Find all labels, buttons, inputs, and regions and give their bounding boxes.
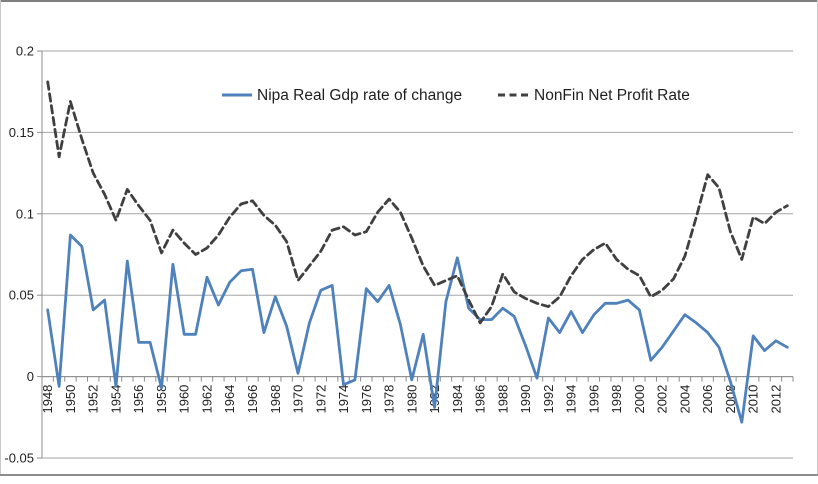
x-tick-label: 1990 [518,385,533,414]
y-axis-labels: 0.2 0.15 0.1 0.05 0 -0.05 [4,44,34,466]
legend-label-gdp: Nipa Real Gdp rate of change [257,87,462,104]
x-tick-label: 1996 [586,385,601,414]
y-tick-label: 0.15 [9,125,34,140]
x-tick-label: 1966 [245,385,260,414]
x-tick-label: 1980 [404,385,419,414]
x-tick-label: 2004 [677,385,692,414]
legend-label-profit: NonFin Net Profit Rate [534,87,690,104]
frame-border-top [0,0,818,2]
x-tick-label: 1978 [382,385,397,414]
x-tick-label: 1986 [473,385,488,414]
x-tick-label: 1950 [63,385,78,414]
x-tick-label: 1994 [564,385,579,414]
y-tick-label: 0.2 [16,44,34,59]
x-tick-label: 1984 [450,385,465,414]
x-tick-label: 1988 [495,385,510,414]
x-tick-label: 1964 [222,385,237,414]
x-tick-label: 1992 [541,385,556,414]
y-tick-label: 0.05 [9,288,34,303]
x-tick-label: 2010 [746,385,761,414]
x-tick-label: 1948 [40,385,55,414]
series-lines [46,80,789,424]
frame-border-left [0,0,1,476]
legend: Nipa Real Gdp rate of change NonFin Net … [222,87,690,104]
y-tick-label: 0 [27,369,34,384]
x-tick-label: 1956 [131,385,146,414]
x-tick-label: 2012 [768,385,783,414]
x-tick-label: 1970 [291,385,306,414]
x-tick-label: 1976 [359,385,374,414]
x-tick-label: 1952 [86,385,101,414]
x-tick-label: 1962 [199,385,214,414]
gdp-series-line [46,233,789,424]
axes [37,50,794,459]
x-tick-label: 1958 [154,385,169,414]
y-tick-label: -0.05 [4,451,34,466]
x-tick-label: 1960 [177,385,192,414]
x-tick-label: 1972 [313,385,328,414]
frame-border-bottom [0,474,818,476]
x-tick-label: 1974 [336,385,351,414]
y-tick-label: 0.1 [16,206,34,221]
profit-series-line [46,80,789,325]
x-tick-label: 2002 [655,385,670,414]
x-tick-label: 1968 [268,385,283,414]
x-tick-label: 1998 [609,385,624,414]
x-tick-label: 1954 [108,385,123,414]
x-axis-labels: 1948 1950 1952 1954 1956 1958 1960 1962 1964 1966… [40,385,783,414]
x-tick-label: 2006 [700,385,715,414]
x-tick-label: 2000 [632,385,647,414]
